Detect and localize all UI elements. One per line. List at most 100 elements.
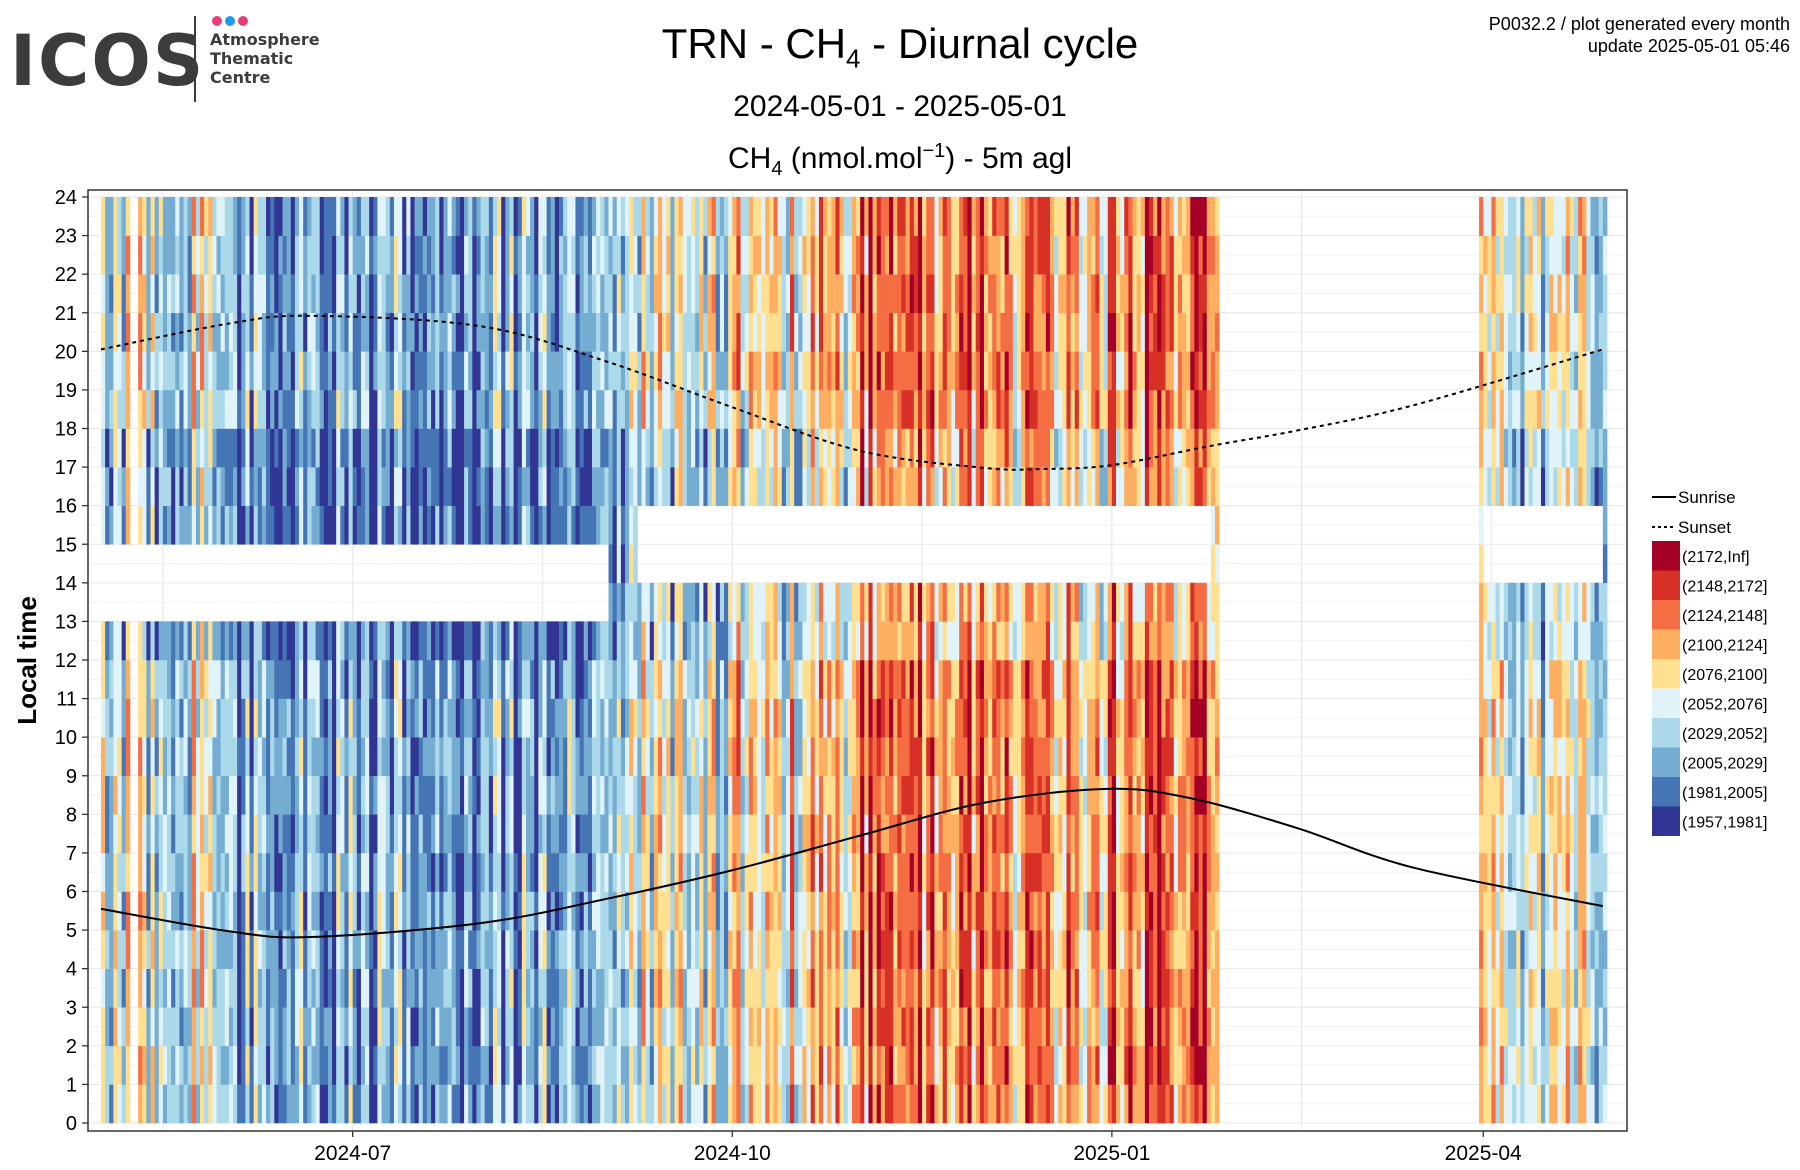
- heatmap-cell: [752, 1084, 758, 1124]
- heatmap-cell: [150, 312, 156, 352]
- heatmap-cell: [183, 351, 189, 391]
- heatmap-cell: [191, 968, 197, 1008]
- heatmap-cell: [996, 351, 1001, 391]
- heatmap-cell: [765, 814, 770, 854]
- heatmap-cell: [794, 891, 799, 931]
- heatmap-cell: [422, 891, 428, 931]
- heatmap-cell: [785, 968, 791, 1008]
- chart-subtitle: 2024-05-01 - 2025-05-01: [733, 90, 1067, 123]
- heatmap-cell: [171, 621, 176, 661]
- heatmap-cell: [769, 891, 774, 931]
- heatmap-cell: [827, 274, 832, 314]
- heatmap-cell: [501, 852, 506, 892]
- heatmap-cell: [744, 930, 750, 969]
- heatmap-cell: [171, 1007, 176, 1047]
- heatmap-cell: [340, 351, 345, 391]
- heatmap-cell: [880, 775, 886, 815]
- heatmap-cell: [521, 775, 527, 815]
- heatmap-cell: [554, 814, 560, 854]
- heatmap-cell: [909, 1084, 915, 1124]
- heatmap-cell: [707, 930, 713, 969]
- heatmap-cell: [629, 467, 634, 506]
- heatmap-cell: [571, 312, 576, 352]
- heatmap-cell: [319, 930, 325, 969]
- heatmap-cell: [901, 1007, 906, 1047]
- heatmap-cell: [315, 197, 321, 236]
- heatmap-cell: [843, 351, 849, 391]
- heatmap-cell: [979, 197, 985, 236]
- heatmap-cell: [757, 312, 762, 352]
- heatmap-cell: [257, 389, 263, 429]
- heatmap-cell: [625, 467, 630, 506]
- heatmap-cell: [534, 968, 539, 1008]
- heatmap-cell: [678, 351, 684, 391]
- heatmap-cell: [575, 197, 581, 236]
- heatmap-cell: [835, 351, 840, 391]
- heatmap-cell: [790, 274, 795, 314]
- heatmap-cell: [187, 814, 193, 854]
- heatmap-cell: [728, 351, 733, 391]
- heatmap-cell: [451, 1007, 457, 1047]
- heatmap-cell: [596, 698, 601, 738]
- heatmap-cell: [814, 467, 820, 506]
- heatmap-cell: [138, 737, 143, 777]
- heatmap-cell: [513, 891, 519, 931]
- heatmap-cell: [505, 737, 510, 777]
- heatmap-cell: [187, 312, 193, 352]
- heatmap-cell: [1012, 852, 1018, 892]
- heatmap-cell: [992, 582, 997, 622]
- heatmap-cell: [373, 1007, 378, 1047]
- heatmap-cell: [851, 698, 857, 738]
- heatmap-cell: [492, 1045, 498, 1085]
- heatmap-cell: [563, 737, 568, 777]
- heatmap-cell: [662, 930, 667, 969]
- heatmap-cell: [847, 852, 853, 892]
- heatmap-cell: [542, 351, 548, 391]
- heatmap-cell: [637, 582, 642, 622]
- heatmap-cell: [641, 389, 647, 429]
- heatmap-cell: [922, 467, 927, 506]
- heatmap-cell: [905, 428, 911, 468]
- heatmap-cell: [167, 197, 172, 236]
- heatmap-cell: [955, 930, 960, 969]
- heatmap-cell: [224, 814, 230, 854]
- heatmap-cell: [1016, 235, 1022, 275]
- heatmap-cell: [686, 775, 692, 815]
- heatmap-cell: [794, 1045, 799, 1085]
- heatmap-cell: [233, 1084, 238, 1124]
- heatmap-cell: [967, 660, 972, 699]
- heatmap-cell: [158, 274, 164, 314]
- heatmap-cell: [245, 1084, 250, 1124]
- heatmap-cell: [315, 891, 321, 931]
- heatmap-cell: [587, 467, 593, 506]
- heatmap-cell: [604, 737, 609, 777]
- heatmap-cell: [509, 968, 515, 1008]
- heatmap-cell: [426, 235, 432, 275]
- heatmap-cell: [282, 505, 288, 545]
- heatmap-cell: [558, 1084, 564, 1124]
- heatmap-cell: [901, 814, 906, 854]
- heatmap-cell: [327, 351, 333, 391]
- heatmap-cell: [369, 1084, 374, 1124]
- heatmap-cell: [625, 1084, 630, 1124]
- heatmap-cell: [707, 1084, 713, 1124]
- heatmap-cell: [645, 235, 651, 275]
- heatmap-cell: [616, 775, 622, 815]
- heatmap-cell: [340, 467, 345, 506]
- heatmap-cell: [241, 698, 246, 738]
- heatmap-cell: [431, 467, 436, 506]
- heatmap-cell: [142, 930, 147, 969]
- heatmap-cell: [699, 775, 704, 815]
- heatmap-cell: [604, 621, 609, 661]
- heatmap-cell: [426, 505, 432, 545]
- heatmap-cell: [451, 351, 457, 391]
- heatmap-cell: [282, 1084, 288, 1124]
- heatmap-cell: [443, 698, 448, 738]
- heatmap-cell: [909, 197, 915, 236]
- heatmap-cell: [831, 1007, 836, 1047]
- heatmap-cell: [117, 852, 123, 892]
- heatmap-cell: [781, 197, 787, 236]
- heatmap-cell: [484, 930, 490, 969]
- heatmap-cell: [926, 582, 931, 622]
- heatmap-cell: [695, 852, 700, 892]
